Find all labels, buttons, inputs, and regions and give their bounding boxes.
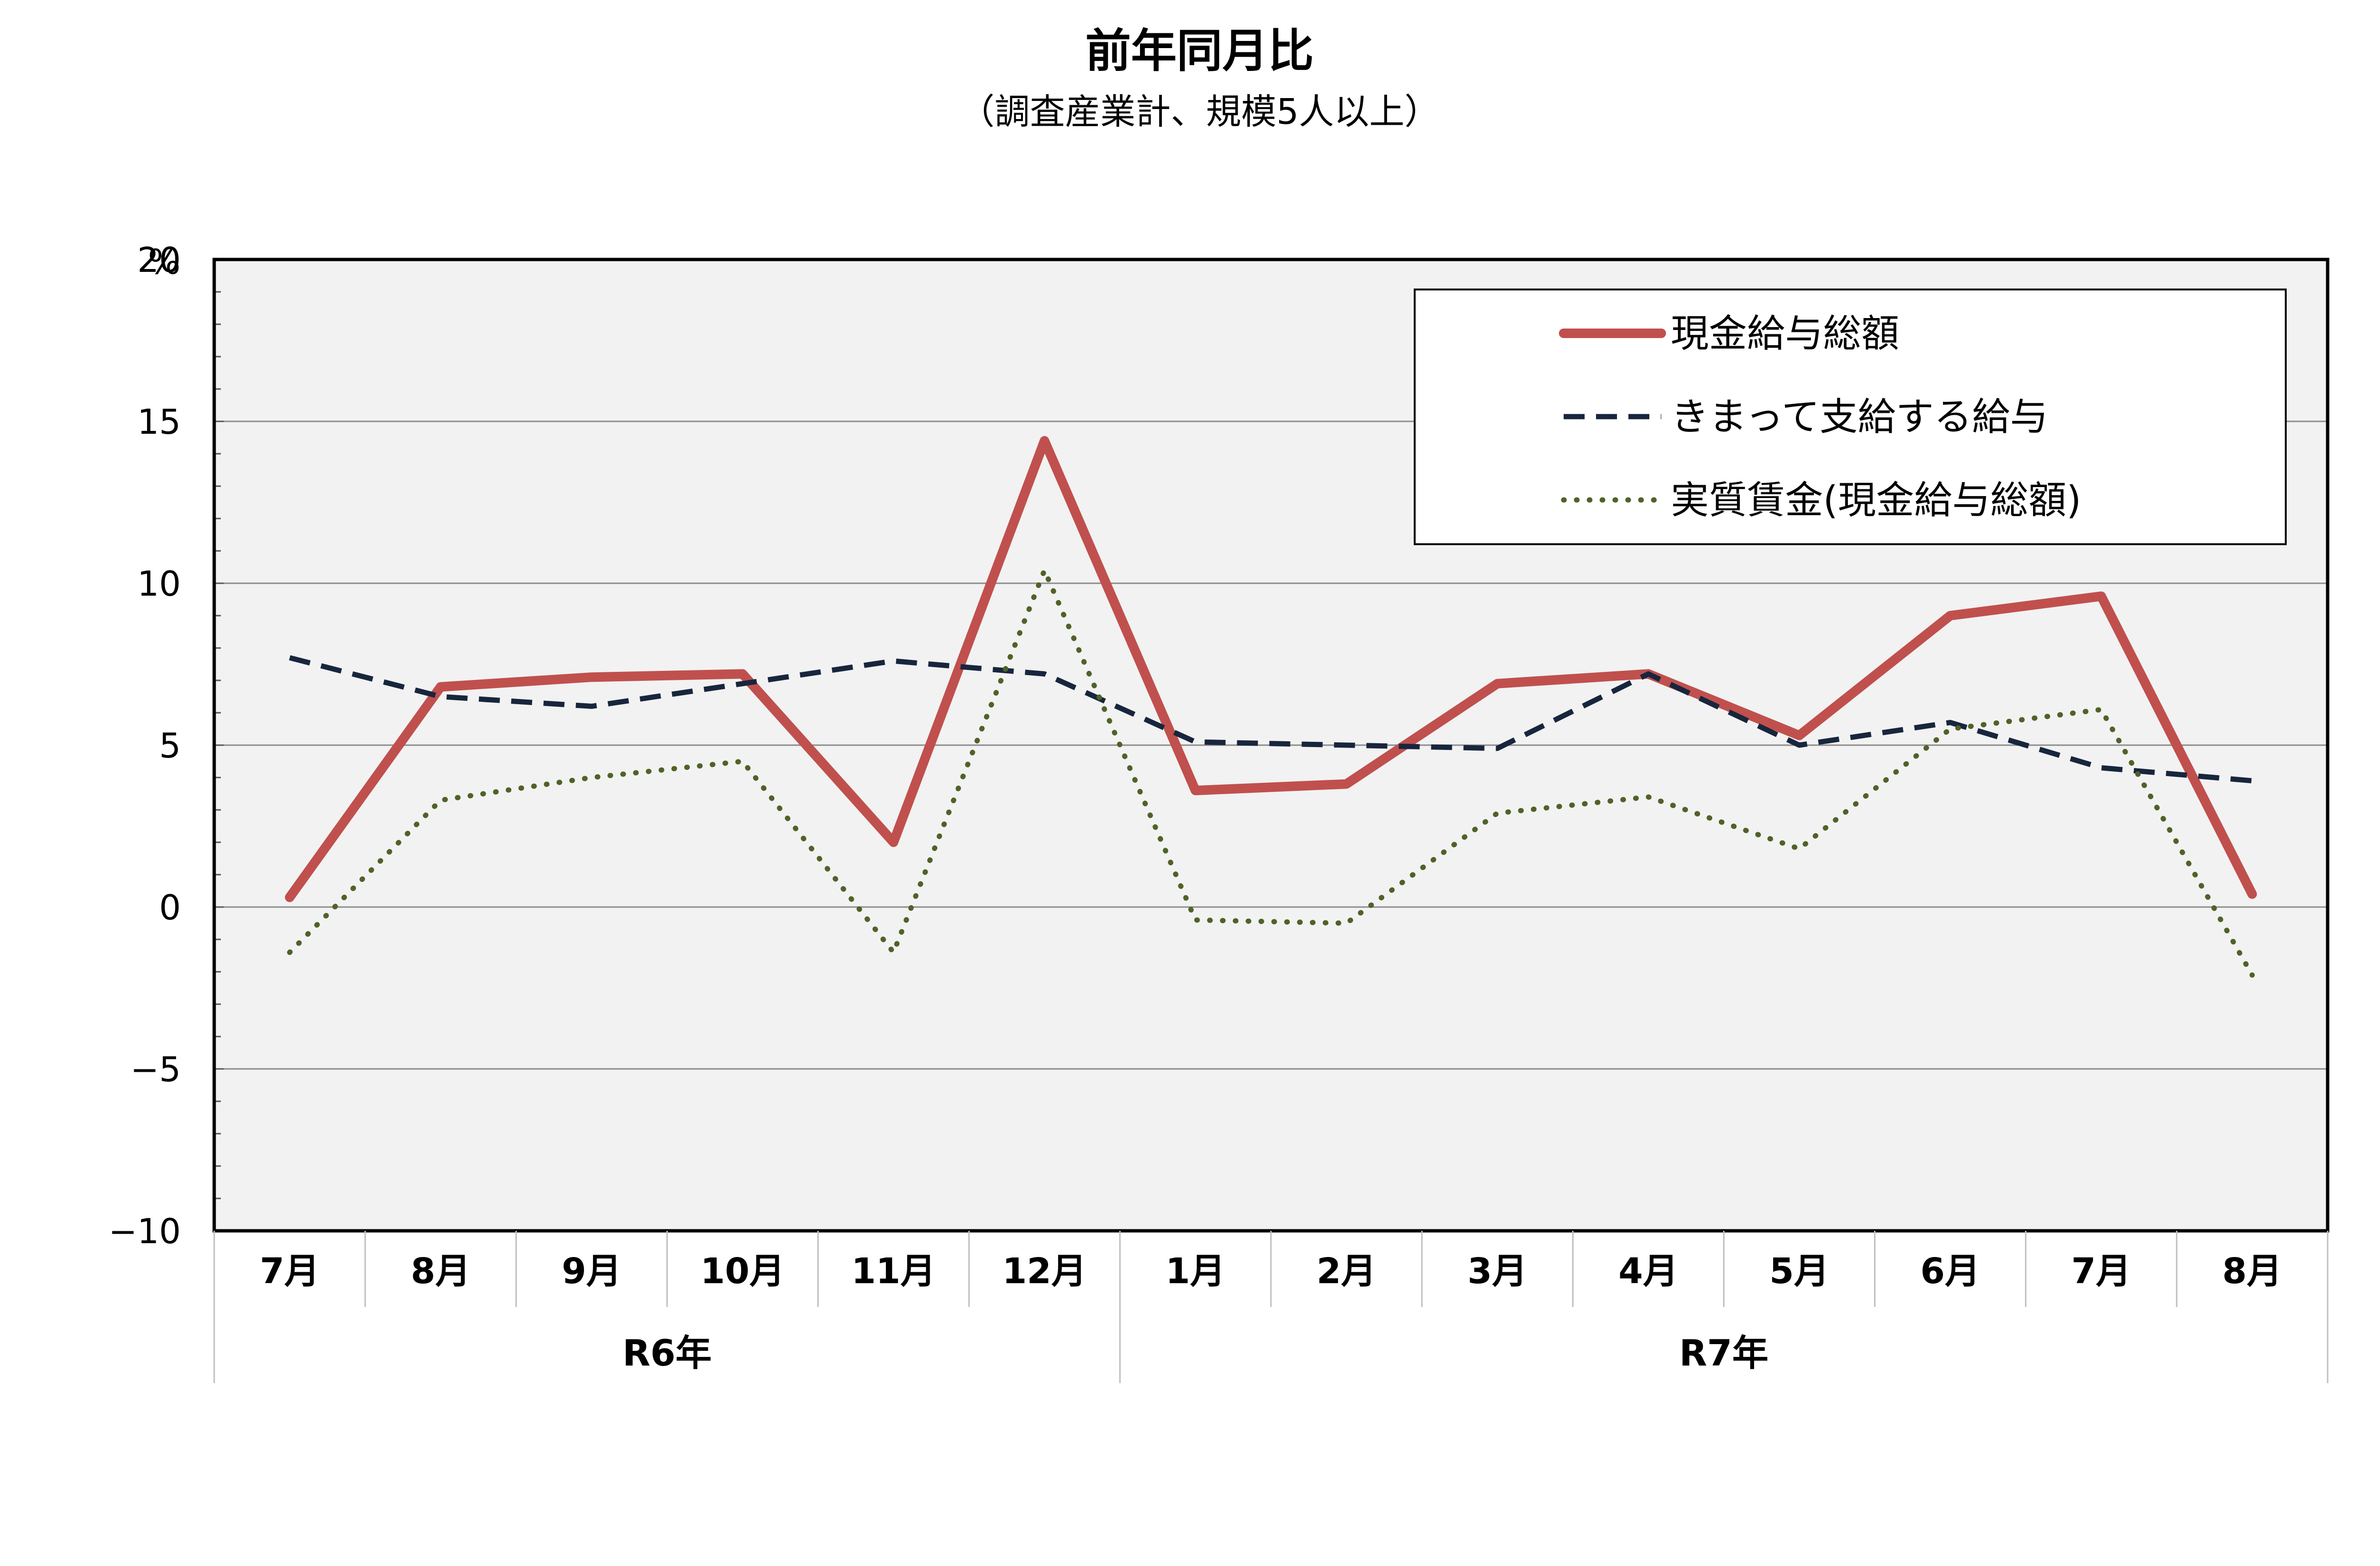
y-tick-label: 5 <box>159 726 181 766</box>
x-category-label: 1月 <box>1166 1251 1226 1292</box>
y-tick-label: −10 <box>109 1211 181 1251</box>
y-axis-tick-labels: 20 15 10 5 0 −5 −10 <box>109 240 181 1251</box>
series-line-2 <box>289 655 2252 784</box>
x-axis: 7月 8月 9月 10月 11月 12月 1月 2月 3月 4月 5月 6月 7月 8月 R6年 R7年 <box>213 1231 2329 1383</box>
x-category-label: 11月 <box>852 1251 936 1292</box>
y-tick-label: 10 <box>137 564 181 604</box>
x-category-label: 10月 <box>701 1251 785 1292</box>
x-category-label: 12月 <box>1002 1251 1087 1292</box>
series-line-3 <box>287 568 2255 978</box>
x-category-label: 6月 <box>1920 1251 1980 1292</box>
x-category-label: 8月 <box>411 1251 471 1292</box>
chart-subtitle: （調査産業計、規模5人以上） <box>959 91 1439 132</box>
x-category-label: 5月 <box>1769 1251 1829 1292</box>
x-group-label: R6年 <box>623 1332 712 1374</box>
y-tick-label: 20 <box>137 240 181 280</box>
y-axis-unit: % <box>148 242 180 282</box>
x-group-label: R7年 <box>1679 1332 1768 1374</box>
x-category-label: 4月 <box>1618 1251 1678 1292</box>
x-category-label: 7月 <box>260 1251 320 1292</box>
y-tick-label: 15 <box>137 402 181 442</box>
y-tick-label: −5 <box>130 1049 181 1089</box>
x-category-label: 9月 <box>562 1251 622 1292</box>
x-category-label: 7月 <box>2072 1251 2132 1292</box>
x-category-label: 3月 <box>1468 1251 1527 1292</box>
series-line-1 <box>285 436 2257 902</box>
x-category-label: 8月 <box>2222 1251 2282 1292</box>
legend-label: きまって支給する給与 <box>1671 395 2048 439</box>
x-category-label: 2月 <box>1317 1251 1377 1292</box>
legend-label: 現金給与総額 <box>1671 311 1899 356</box>
series-lines <box>285 436 2257 978</box>
y-tick-label: 0 <box>159 888 181 928</box>
chart-title: 前年同月比 <box>1085 24 1314 78</box>
legend-label: 実質賃金(現金給与総額) <box>1671 478 2081 522</box>
